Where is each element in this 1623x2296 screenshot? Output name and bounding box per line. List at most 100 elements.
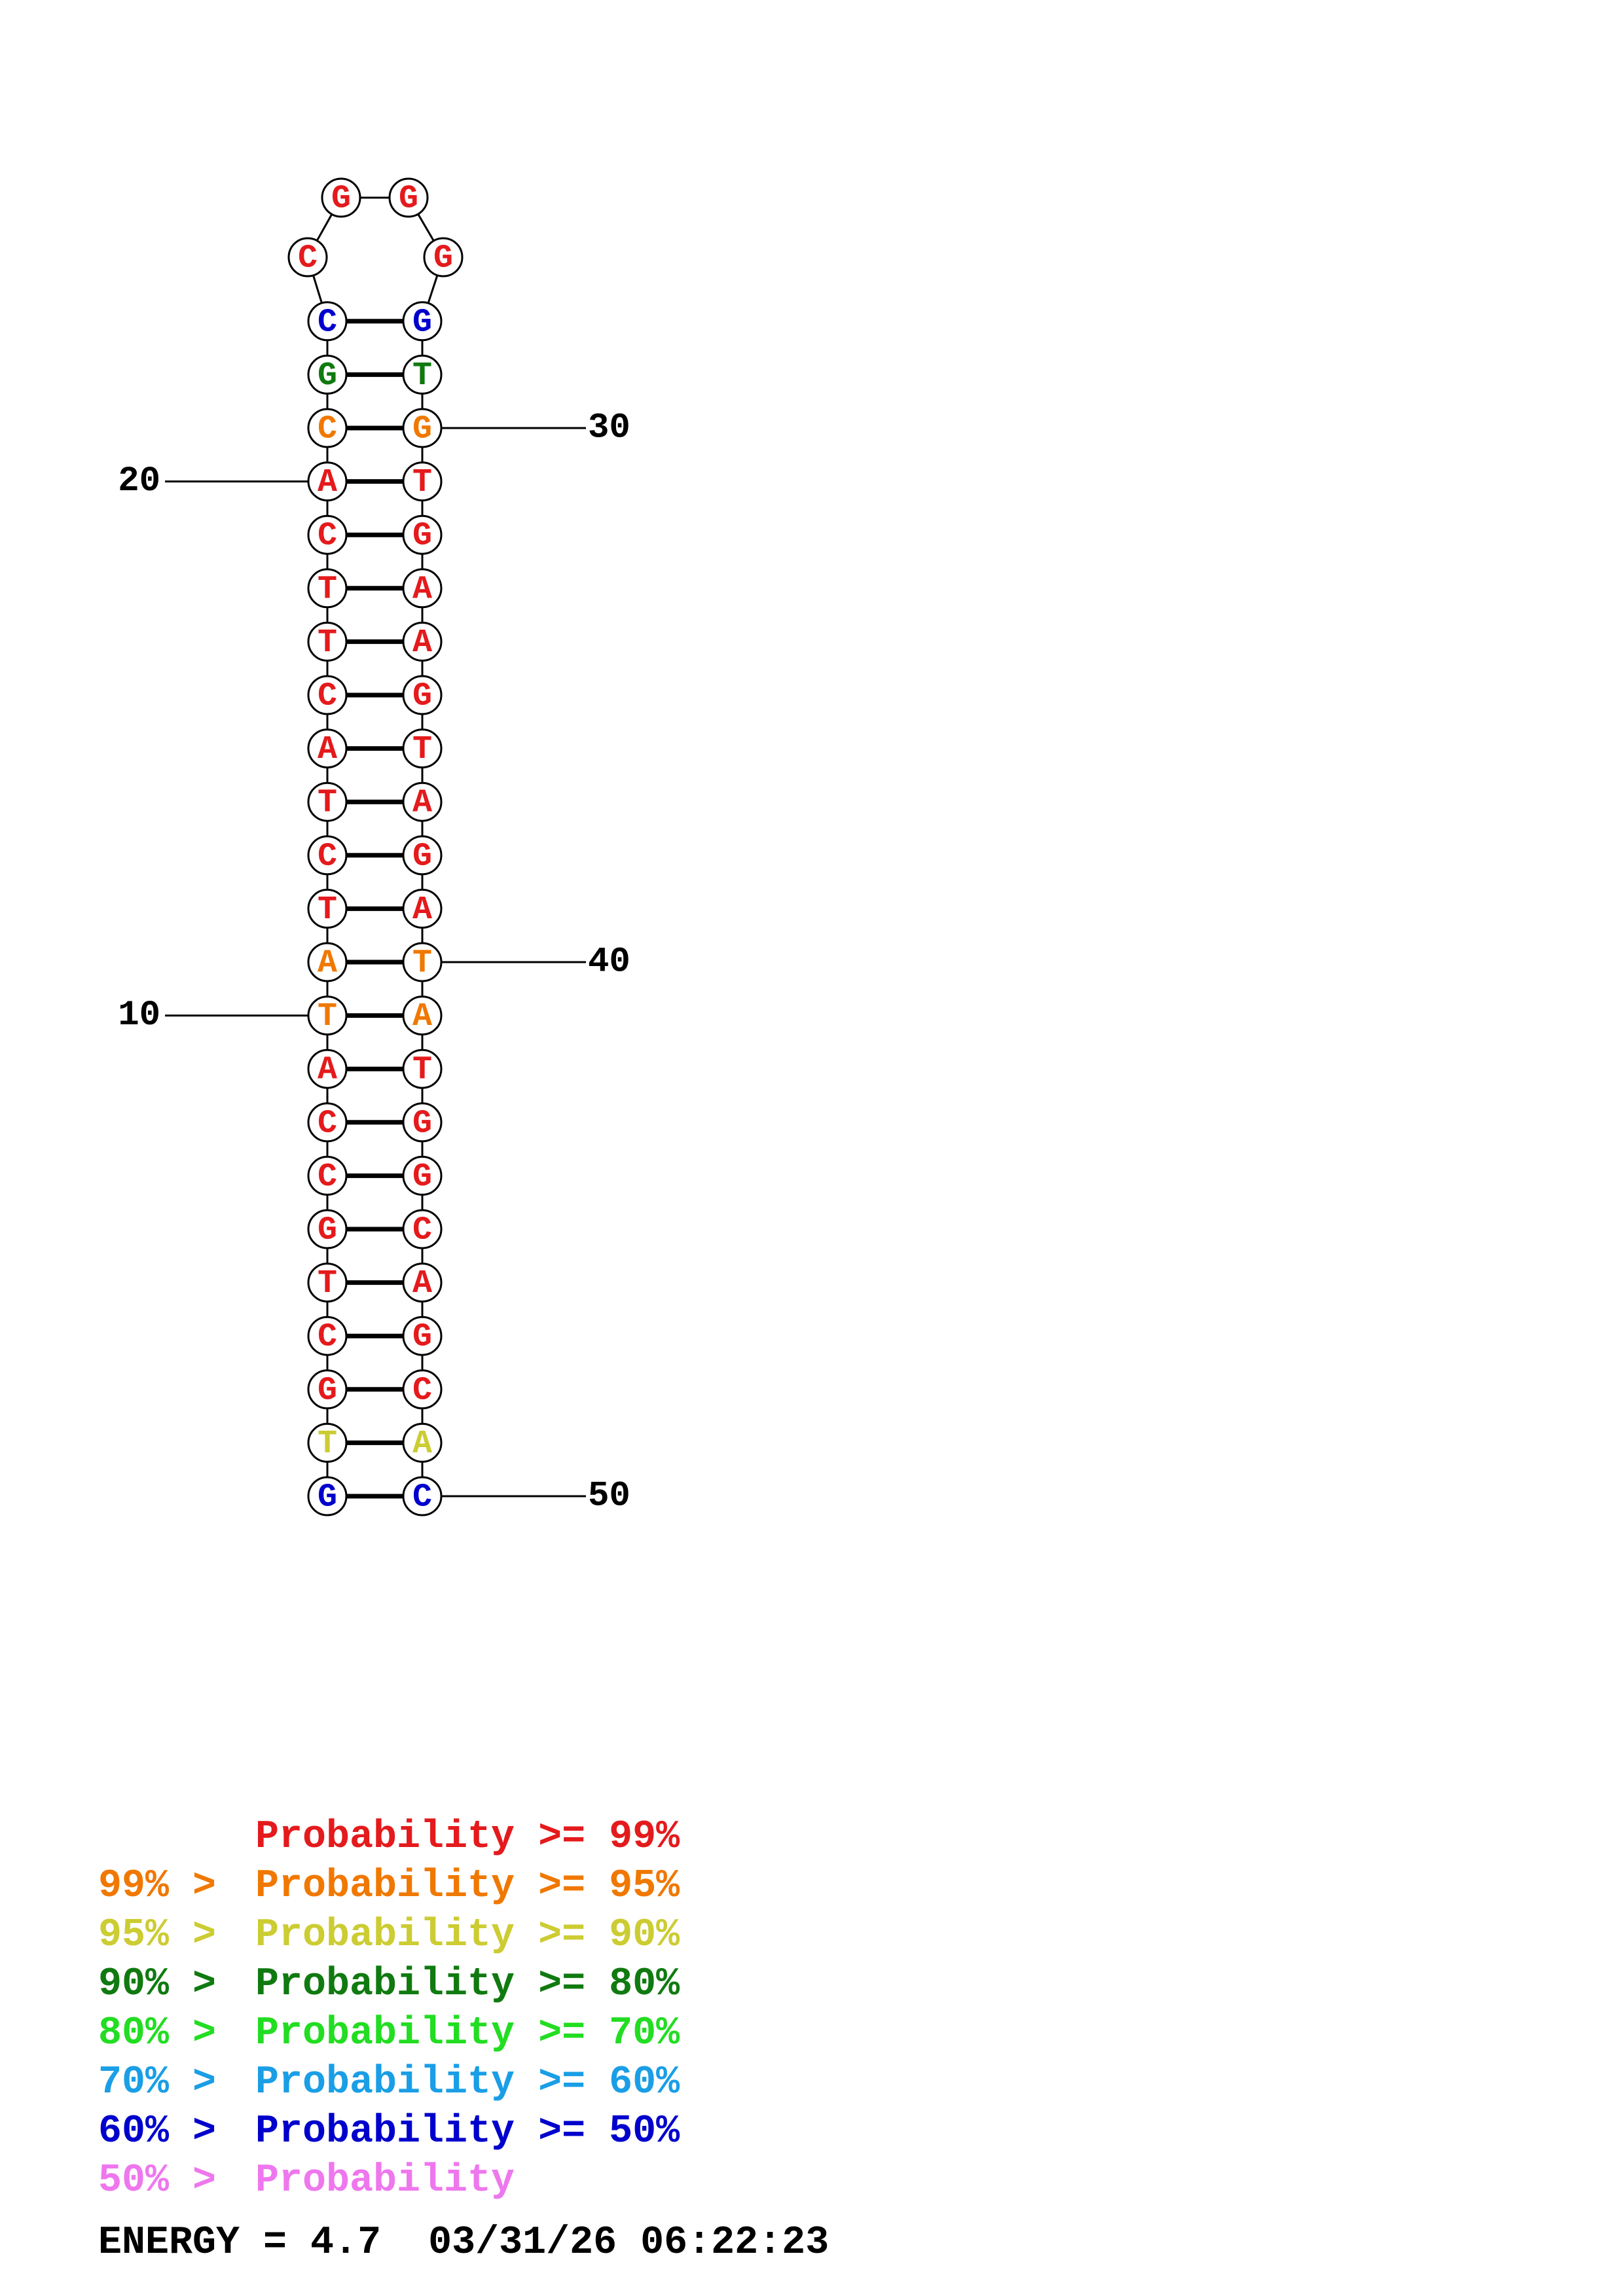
nucleotide: C: [307, 835, 348, 876]
legend-label: Probability >= 70%: [255, 2011, 680, 2056]
legend-row: 60% > Probability >= 50%: [98, 2108, 829, 2157]
nucleotide-circle: [402, 1476, 443, 1516]
nucleotide-letter: T: [318, 998, 337, 1035]
nucleotide: C: [307, 301, 348, 342]
nucleotide: A: [402, 1263, 443, 1303]
nucleotide-circle: [402, 408, 443, 448]
position-ticks: 10 20 30 40 50: [118, 408, 630, 1516]
nucleotide-letter: C: [318, 678, 337, 715]
nucleotide-circle: [402, 675, 443, 715]
nucleotide-letter: G: [399, 181, 418, 218]
nucleotide: C: [307, 1102, 348, 1143]
nucleotide: C: [307, 1155, 348, 1196]
nucleotide: A: [402, 621, 443, 662]
nucleotide-letter: C: [298, 240, 318, 278]
nucleotide-letter: T: [412, 731, 432, 768]
nucleotide-letter: C: [318, 304, 337, 341]
nucleotide: T: [402, 942, 443, 982]
nucleotide-letter: T: [412, 945, 432, 982]
nucleotide: T: [307, 781, 348, 822]
nucleotide-circle: [307, 408, 348, 448]
nucleotide-letter: C: [318, 518, 337, 555]
nucleotide-circle: [307, 514, 348, 555]
nucleotide-circle: [402, 1422, 443, 1463]
nucleotide-letter: T: [318, 624, 337, 662]
legend-label: Probability >= 99%: [255, 1815, 680, 1859]
nucleotide-letter: C: [318, 411, 337, 448]
nucleotide-circle: [402, 621, 443, 662]
probability-legend: Probability >= 99% 99% > Probability >= 9…: [98, 1813, 829, 2268]
nucleotide-circle: [307, 942, 348, 982]
legend-prefix: 90% >: [98, 1962, 240, 2007]
nucleotide-circle: [307, 728, 348, 769]
nucleotide-circle: [307, 835, 348, 876]
nucleotide: T: [307, 888, 348, 929]
nucleotide: G: [402, 514, 443, 555]
nucleotide-circle: [388, 177, 429, 218]
nucleotide-circle: [307, 1369, 348, 1410]
nucleotide: C: [307, 1316, 348, 1356]
nucleotide: T: [402, 461, 443, 502]
nucleotide-letter: A: [318, 945, 337, 982]
nucleotide: A: [307, 728, 348, 769]
nucleotide: G: [402, 1102, 443, 1143]
nucleotide-letter: G: [412, 304, 432, 341]
nucleotide-letter: A: [412, 785, 432, 822]
nucleotide-circle: [307, 781, 348, 822]
nucleotide: C: [402, 1209, 443, 1249]
nucleotide: G: [307, 1369, 348, 1410]
nucleotide-letter: C: [318, 1158, 337, 1196]
nucleotide-circle: [402, 1209, 443, 1249]
nucleotide-circle: [307, 1316, 348, 1356]
nucleotide-circle: [307, 996, 348, 1036]
nucleotide-circle: [307, 1049, 348, 1089]
legend-row: 80% > Probability >= 70%: [98, 2009, 829, 2058]
nucleotide: G: [402, 408, 443, 448]
nucleotide-letter: G: [318, 1372, 337, 1409]
nucleotide: C: [307, 408, 348, 448]
nucleotide-circle: [307, 354, 348, 395]
nucleotide: G: [402, 301, 443, 342]
nucleotide: A: [307, 1049, 348, 1089]
nucleotide-circle: [402, 996, 443, 1036]
legend-row: 99% > Probability >= 95%: [98, 1862, 829, 1911]
nucleotide: C: [402, 1476, 443, 1516]
legend-prefix: 70% >: [98, 2060, 240, 2105]
nucleotide-circle: [402, 1316, 443, 1356]
nucleotide-letter: A: [318, 731, 337, 768]
nucleotide-letter: G: [412, 411, 432, 448]
legend-label: Probability: [255, 2159, 515, 2203]
nucleotide: G: [402, 675, 443, 715]
energy-value: ENERGY = 4.7: [98, 2221, 382, 2265]
nucleotide-letter: T: [412, 464, 432, 501]
legend-row: Probability >= 99%: [98, 1813, 829, 1862]
nucleotide: A: [402, 781, 443, 822]
nucleotide-letter: G: [318, 1212, 337, 1249]
nucleotide-letter: A: [412, 998, 432, 1035]
nucleotide-letter: T: [318, 785, 337, 822]
nucleotide-letter: T: [412, 1052, 432, 1089]
legend-prefix: 99% >: [98, 1864, 240, 1909]
nucleotide-circle: [307, 1155, 348, 1196]
nucleotide-circle: [402, 942, 443, 982]
nucleotide-circle: [307, 301, 348, 342]
nucleotide: G: [307, 1209, 348, 1249]
legend-label: Probability >= 50%: [255, 2109, 680, 2154]
nucleotide-letter: G: [412, 678, 432, 715]
nucleotide: G: [307, 1476, 348, 1516]
nucleotide: C: [402, 1369, 443, 1410]
nucleotide: A: [402, 568, 443, 609]
nucleotide: T: [402, 354, 443, 395]
nucleotide: T: [402, 1049, 443, 1089]
nucleotide-letter: C: [412, 1212, 432, 1249]
nucleotide-letter: T: [412, 357, 432, 395]
nucleotide-letter: C: [318, 1105, 337, 1142]
nucleotide-letter: T: [318, 1426, 337, 1463]
nucleotide-letter: A: [412, 1426, 432, 1463]
nucleotide: T: [307, 996, 348, 1036]
legend-prefix: 60% >: [98, 2109, 240, 2154]
nucleotide-circle: [307, 1422, 348, 1463]
nucleotide-letter: T: [318, 571, 337, 608]
nucleotide: G: [423, 237, 464, 278]
